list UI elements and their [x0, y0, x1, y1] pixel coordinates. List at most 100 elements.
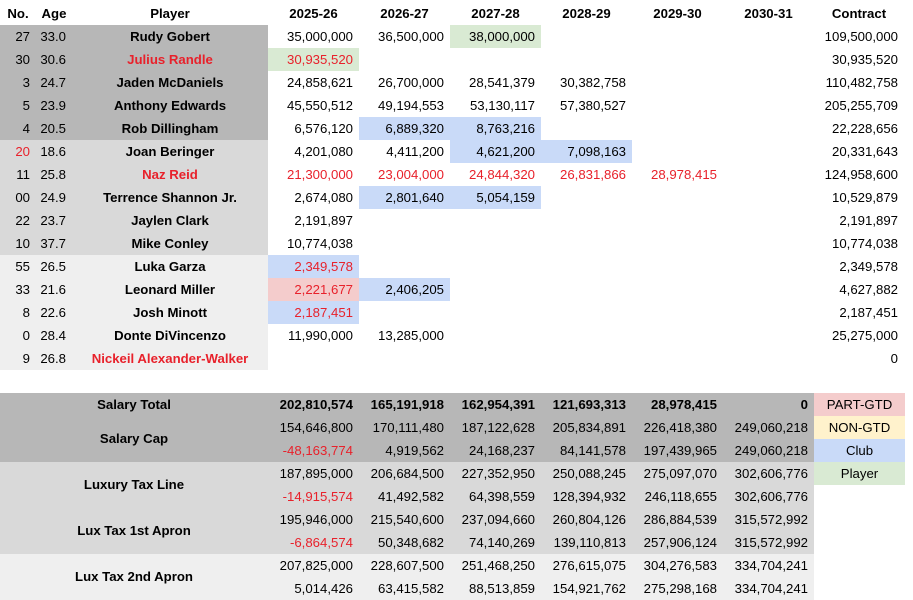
contract-total[interactable]: 30,935,520 — [831, 52, 898, 67]
salary-cell[interactable] — [359, 347, 450, 370]
salary-cell[interactable] — [541, 186, 632, 209]
player-age[interactable]: 26.8 — [36, 347, 72, 370]
player-name[interactable]: Jaden McDaniels — [72, 71, 268, 94]
salary-cell[interactable] — [450, 301, 541, 324]
contract-total[interactable]: 2,187,451 — [839, 305, 898, 320]
salary-cell[interactable]: 28,978,415 — [650, 167, 717, 182]
salary-cell[interactable] — [359, 301, 450, 324]
first-apron-line-cell[interactable]: 195,946,000 — [268, 508, 359, 531]
salary-cell[interactable] — [723, 301, 814, 324]
player-name[interactable]: Jaylen Clark — [72, 209, 268, 232]
first-apron-room-cell[interactable]: 257,906,124 — [632, 531, 723, 554]
second-apron-line-cell[interactable]: 251,468,250 — [450, 554, 541, 577]
salary-cell[interactable] — [541, 255, 632, 278]
salary-cell[interactable]: 4,411,200 — [386, 144, 444, 159]
second-apron-line-cell[interactable]: 276,615,075 — [541, 554, 632, 577]
salary-cell[interactable] — [450, 232, 541, 255]
salary-cell[interactable]: 57,380,527 — [559, 98, 626, 113]
second-apron-room-cell[interactable]: 275,298,168 — [632, 577, 723, 600]
second-apron-room-cell[interactable]: 88,513,859 — [450, 577, 541, 600]
player-age[interactable]: 18.6 — [36, 140, 72, 163]
salary-cell[interactable]: 10,774,038 — [286, 236, 353, 251]
salary-cell[interactable] — [723, 324, 814, 347]
salary-cell[interactable]: 2,674,080 — [294, 190, 353, 205]
salary-cell[interactable] — [632, 48, 723, 71]
salary-cell[interactable] — [632, 140, 723, 163]
salary-cell[interactable]: 4,201,080 — [294, 144, 353, 159]
salary-cell[interactable]: 5,054,159 — [450, 186, 541, 209]
jersey-number[interactable]: 00 — [0, 186, 36, 209]
cell[interactable]: 202,810,574 — [268, 393, 359, 416]
salary-cell[interactable]: 7,098,163 — [541, 140, 632, 163]
salary-cap-line-cell[interactable]: 154,646,800 — [268, 416, 359, 439]
luxury-tax-line-room-cell[interactable]: 64,398,559 — [450, 485, 541, 508]
contract-total[interactable]: 205,255,709 — [824, 98, 898, 113]
salary-cell[interactable] — [723, 347, 814, 370]
contract-total[interactable]: 10,774,038 — [831, 236, 898, 251]
player-age[interactable]: 33.0 — [36, 25, 72, 48]
salary-cell[interactable] — [632, 278, 723, 301]
contract-total[interactable]: 2,349,578 — [839, 259, 898, 274]
salary-cell[interactable] — [723, 163, 814, 186]
player-name[interactable]: Nickeil Alexander-Walker — [72, 347, 268, 370]
luxury-tax-line-line-cell[interactable]: 275,097,070 — [632, 462, 723, 485]
jersey-number[interactable]: 33 — [0, 278, 36, 301]
first-apron-room-cell[interactable]: -6,864,574 — [268, 531, 359, 554]
salary-cell[interactable]: 45,550,512 — [286, 98, 353, 113]
player-age[interactable]: 26.5 — [36, 255, 72, 278]
salary-cell[interactable] — [450, 324, 541, 347]
salary-cell[interactable] — [632, 94, 723, 117]
second-apron-line-cell[interactable]: 207,825,000 — [268, 554, 359, 577]
salary-cell[interactable]: 6,576,120 — [294, 121, 353, 136]
player-age[interactable]: 37.7 — [36, 232, 72, 255]
salary-cell[interactable] — [359, 209, 450, 232]
jersey-number[interactable]: 10 — [0, 232, 36, 255]
salary-cell[interactable]: 2,191,897 — [294, 213, 353, 228]
salary-cell[interactable] — [450, 255, 541, 278]
salary-cell[interactable] — [632, 209, 723, 232]
player-age[interactable]: 25.8 — [36, 163, 72, 186]
luxury-tax-line-room-cell[interactable]: 302,606,776 — [723, 485, 814, 508]
salary-cell[interactable]: 2,801,640 — [359, 186, 450, 209]
salary-cell[interactable]: 38,000,000 — [450, 25, 541, 48]
player-age[interactable]: 23.7 — [36, 209, 72, 232]
salary-cell[interactable] — [632, 25, 723, 48]
salary-cell[interactable] — [359, 255, 450, 278]
salary-cell[interactable]: 2,406,205 — [359, 278, 450, 301]
jersey-number[interactable]: 22 — [0, 209, 36, 232]
player-name[interactable]: Rudy Gobert — [72, 25, 268, 48]
jersey-number[interactable]: 11 — [0, 163, 36, 186]
salary-cap-line-cell[interactable]: 226,418,380 — [632, 416, 723, 439]
salary-cap-line-cell[interactable]: 249,060,218 — [723, 416, 814, 439]
salary-cell[interactable] — [632, 186, 723, 209]
cell[interactable]: 28,978,415 — [632, 393, 723, 416]
salary-cell[interactable]: 24,844,320 — [468, 167, 535, 182]
salary-cell[interactable] — [723, 232, 814, 255]
salary-cell[interactable] — [450, 48, 541, 71]
player-age[interactable]: 22.6 — [36, 301, 72, 324]
salary-cap-room-cell[interactable]: 4,919,562 — [359, 439, 450, 462]
salary-cell[interactable]: 6,889,320 — [359, 117, 450, 140]
salary-cell[interactable] — [541, 278, 632, 301]
salary-cell[interactable]: 2,221,677 — [268, 278, 359, 301]
contract-total[interactable]: 2,191,897 — [839, 213, 898, 228]
first-apron-room-cell[interactable]: 139,110,813 — [541, 531, 632, 554]
luxury-tax-line-room-cell[interactable]: -14,915,574 — [268, 485, 359, 508]
player-name[interactable]: Joan Beringer — [72, 140, 268, 163]
salary-cap-line-cell[interactable]: 170,111,480 — [359, 416, 450, 439]
cell[interactable]: 121,693,313 — [541, 393, 632, 416]
luxury-tax-line-line-cell[interactable]: 187,895,000 — [268, 462, 359, 485]
salary-cell[interactable]: 35,000,000 — [286, 29, 353, 44]
player-age[interactable]: 23.9 — [36, 94, 72, 117]
salary-cap-line-cell[interactable]: 205,834,891 — [541, 416, 632, 439]
salary-cell[interactable] — [632, 232, 723, 255]
luxury-tax-line-room-cell[interactable]: 246,118,655 — [632, 485, 723, 508]
second-apron-line-cell[interactable]: 304,276,583 — [632, 554, 723, 577]
salary-cell[interactable] — [541, 25, 632, 48]
first-apron-line-cell[interactable]: 315,572,992 — [723, 508, 814, 531]
salary-cell[interactable]: 8,763,216 — [450, 117, 541, 140]
player-age[interactable]: 30.6 — [36, 48, 72, 71]
player-name[interactable]: Leonard Miller — [72, 278, 268, 301]
salary-cell[interactable] — [723, 94, 814, 117]
first-apron-room-cell[interactable]: 315,572,992 — [723, 531, 814, 554]
